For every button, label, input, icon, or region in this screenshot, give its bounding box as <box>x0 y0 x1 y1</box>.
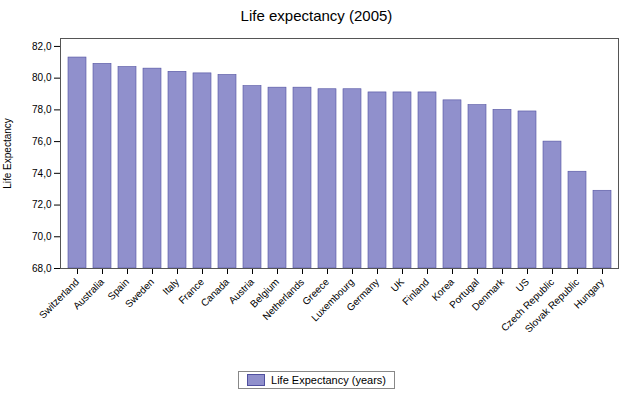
svg-text:74,0: 74,0 <box>32 168 52 179</box>
svg-text:Life Expectancy: Life Expectancy <box>2 118 13 189</box>
svg-text:US: US <box>514 276 532 294</box>
svg-text:UK: UK <box>389 276 407 294</box>
svg-text:Hungary: Hungary <box>572 276 607 311</box>
svg-text:Germany: Germany <box>344 276 381 313</box>
svg-text:Greece: Greece <box>300 276 332 308</box>
svg-text:76,0: 76,0 <box>32 136 52 147</box>
svg-text:Slovak Republic: Slovak Republic <box>523 276 581 334</box>
svg-text:Switzerland: Switzerland <box>37 276 81 320</box>
svg-text:72,0: 72,0 <box>32 199 52 210</box>
svg-text:Denmark: Denmark <box>470 276 507 313</box>
svg-text:Sweden: Sweden <box>123 276 156 309</box>
svg-text:70,0: 70,0 <box>32 231 52 242</box>
svg-text:82,0: 82,0 <box>32 41 52 52</box>
svg-text:78,0: 78,0 <box>32 104 52 115</box>
svg-text:68,0: 68,0 <box>32 263 52 274</box>
svg-text:Korea: Korea <box>429 276 457 303</box>
svg-text:Portugal: Portugal <box>447 276 482 311</box>
svg-text:Finland: Finland <box>400 276 431 307</box>
svg-text:France: France <box>176 276 207 306</box>
svg-text:Belgium: Belgium <box>247 276 282 310</box>
svg-text:Czech Republic: Czech Republic <box>498 276 557 334</box>
svg-text:Luxembourg: Luxembourg <box>309 276 357 324</box>
html-text:Life Expectancy (years): Life Expectancy (years) <box>271 374 386 386</box>
svg-text:Australia: Australia <box>71 276 107 312</box>
svg-text:Spain: Spain <box>105 276 132 303</box>
svg-text:Canada: Canada <box>199 276 232 309</box>
svg-text:Netherlands: Netherlands <box>260 276 307 323</box>
svg-text:Italy: Italy <box>160 276 181 297</box>
svg-text:Austria: Austria <box>226 276 257 306</box>
svg-text:80,0: 80,0 <box>32 72 52 83</box>
html-text:Life expectancy (2005): Life expectancy (2005) <box>240 7 393 24</box>
